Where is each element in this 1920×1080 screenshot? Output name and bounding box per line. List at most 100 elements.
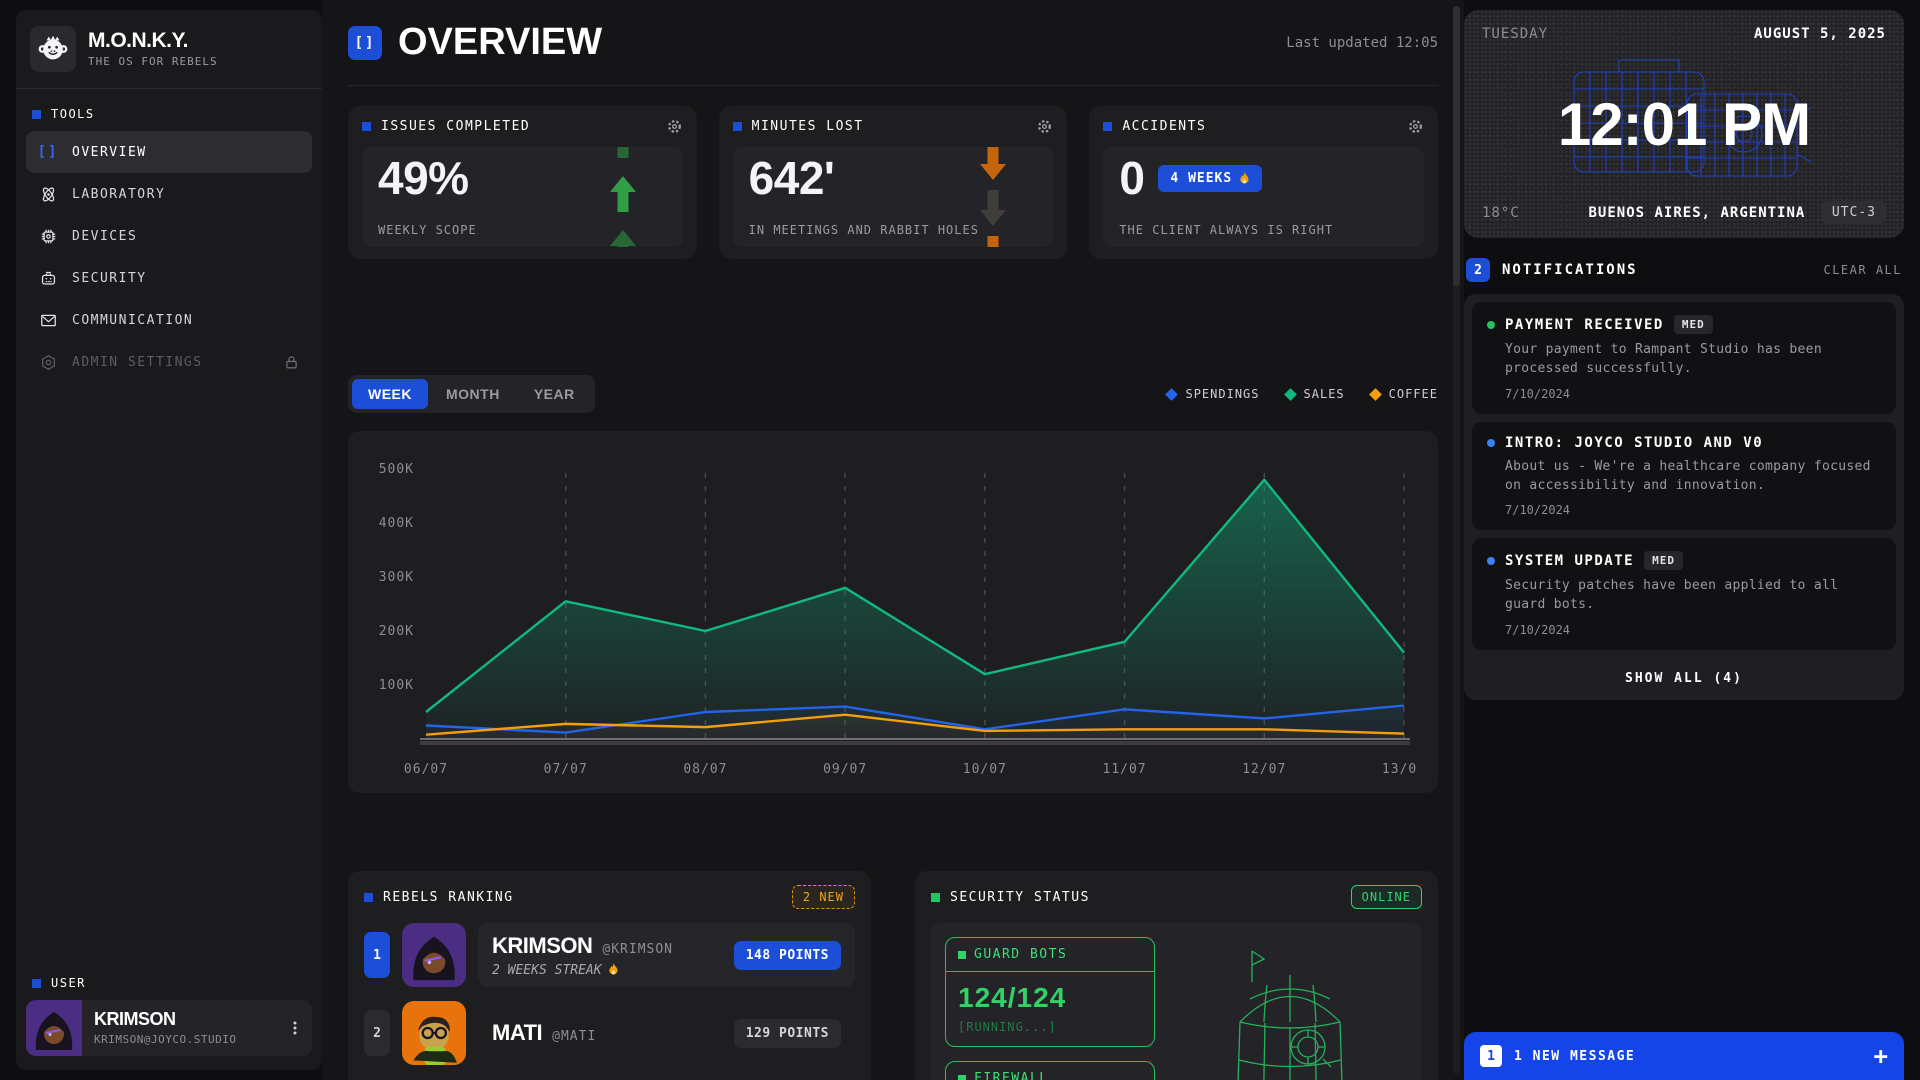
gear-icon[interactable] [1036,118,1053,135]
show-all-button[interactable]: SHOW ALL (4) [1472,658,1896,692]
firewall-label: FIREWALL [974,1071,1049,1080]
new-count-badge: 2 NEW [792,885,855,909]
stat-title: MINUTES LOST [752,119,864,134]
rank-info: MATI @MATI 129 POINTS [478,1001,855,1065]
area-chart: 100K200K300K400K500K06/0707/0708/0709/07… [368,447,1418,787]
last-updated: Last updated 12:05 [1286,35,1438,51]
user-email: KRIMSON@JOYCO.STUDIO [94,1033,266,1046]
user-section: USER KRIMSON KRIMSON@JOYCO.STUDIO [16,958,322,1070]
new-message-bar[interactable]: 1 1 NEW MESSAGE + [1464,1032,1904,1080]
user-section-label: USER [16,958,322,1000]
blue-diamond-icon [1166,388,1179,401]
notification-system-update[interactable]: SYSTEM UPDATE MED Security patches have … [1472,538,1896,650]
atom-icon [38,184,58,204]
svg-text:11/07: 11/07 [1103,762,1147,777]
svg-text:09/07: 09/07 [823,762,867,777]
chip-icon [38,226,58,246]
user-name: KRIMSON [94,1010,266,1028]
bottom-row: REBELS RANKING 2 NEW 1 [348,871,1438,1080]
period-tabs: WEEK MONTH YEAR [348,375,595,413]
svg-text:06/07: 06/07 [404,762,448,777]
stat-panel: 642' IN MEETINGS AND RABBIT HOLES [733,147,1054,247]
points-badge: 148 POINTS [734,941,841,970]
user-card[interactable]: KRIMSON KRIMSON@JOYCO.STUDIO [26,1000,312,1056]
tools-section-label: TOOLS [16,89,322,131]
stat-title: ACCIDENTS [1122,119,1206,134]
svg-text:12/07: 12/07 [1242,762,1286,777]
guard-bots-box: GUARD BOTS 124/124 [RUNNING...] [945,937,1155,1047]
overview-header-icon: [] [348,26,382,60]
rank-handle: @KRIMSON [602,942,673,957]
avatar [402,923,466,987]
stat-card-issues-completed: ISSUES COMPLETED 49% WEEKLY SCOPE [348,106,697,259]
blue-square-bullet [32,110,41,119]
avatar [26,1000,82,1056]
blue-square-bullet [32,979,41,988]
plus-icon[interactable]: + [1874,1044,1888,1068]
notification-payment-received[interactable]: PAYMENT RECEIVED MED Your payment to Ram… [1472,302,1896,414]
avatar [402,1001,466,1065]
svg-text:100K: 100K [379,678,414,693]
legend-coffee[interactable]: COFFEE [1371,387,1438,401]
stat-caption: THE CLIENT ALWAYS IS RIGHT [1119,223,1408,237]
clear-all-button[interactable]: CLEAR ALL [1823,263,1902,277]
fire-icon [1239,172,1250,186]
notification-date: 7/10/2024 [1505,387,1881,401]
orange-diamond-icon [1369,388,1382,401]
blue-square-bullet [733,122,742,131]
gear-icon[interactable] [666,118,683,135]
sidebar-item-admin-settings[interactable]: ADMIN SETTINGS [26,341,312,383]
priority-badge: MED [1674,315,1713,334]
security-title: SECURITY STATUS [950,890,1090,905]
sidebar-item-security[interactable]: SECURITY [26,257,312,299]
tab-week[interactable]: WEEK [352,379,428,409]
user-info: KRIMSON KRIMSON@JOYCO.STUDIO [82,1000,278,1056]
right-panel: TUESDAY AUGUST 5, 2025 [1464,0,1920,1080]
rank-number: 1 [364,932,390,978]
notification-intro-joyco[interactable]: INTRO: JOYCO STUDIO AND V0 About us - We… [1472,422,1896,531]
stats-row: ISSUES COMPLETED 49% WEEKLY SCOPE [348,106,1438,259]
stat-card-minutes-lost: MINUTES LOST 642' IN MEETINGS AND RABBIT… [719,106,1068,259]
timezone-badge: UTC-3 [1822,201,1886,224]
scrollbar[interactable] [1453,6,1460,1074]
scrollbar-thumb[interactable] [1453,6,1460,286]
rank-name: KRIMSON [492,933,592,959]
notifications-title: NOTIFICATIONS [1502,262,1638,278]
brackets-icon: [] [38,142,58,162]
points-badge: 129 POINTS [734,1019,841,1048]
blue-square-bullet [1103,122,1112,131]
notification-date: 7/10/2024 [1505,623,1881,637]
sidebar-wrap: M.O.N.K.Y. THE OS FOR REBELS TOOLS [] OV… [0,0,322,1080]
sidebar-item-overview[interactable]: [] OVERVIEW [26,131,312,173]
trend-down-arrows-icon [979,147,1007,247]
status-dot [1487,321,1495,329]
rank-handle: @MATI [552,1029,596,1044]
sidebar: M.O.N.K.Y. THE OS FOR REBELS TOOLS [] OV… [16,10,322,1070]
sidebar-item-laboratory[interactable]: LABORATORY [26,173,312,215]
sidebar-item-communication[interactable]: COMMUNICATION [26,299,312,341]
stat-title: ISSUES COMPLETED [381,119,530,134]
svg-text:10/07: 10/07 [963,762,1007,777]
notification-date: 7/10/2024 [1505,503,1881,517]
rebels-ranking-card: REBELS RANKING 2 NEW 1 [348,871,871,1080]
tab-year[interactable]: YEAR [518,379,591,409]
green-square-bullet [958,1075,966,1080]
blue-square-bullet [362,122,371,131]
svg-text:500K: 500K [379,462,414,477]
temperature: 18°C [1482,205,1572,221]
sidebar-item-devices[interactable]: DEVICES [26,215,312,257]
fire-icon [608,963,619,977]
stat-value: 0 [1119,157,1144,201]
svg-text:200K: 200K [379,624,414,639]
ranking-row-1[interactable]: 1 KRIMSON @KRIMSON [364,923,855,987]
ranking-row-2[interactable]: 2 MATI [364,1001,855,1065]
legend-sales[interactable]: SALES [1286,387,1345,401]
kebab-menu-icon[interactable] [278,1000,312,1056]
legend-spendings[interactable]: SPENDINGS [1167,387,1259,401]
message-count-badge: 1 [1480,1045,1502,1067]
clock-card: TUESDAY AUGUST 5, 2025 [1464,10,1904,238]
tab-month[interactable]: MONTH [430,379,516,409]
gear-icon[interactable] [1407,118,1424,135]
notification-count-badge: 2 [1466,258,1490,282]
message-label: 1 NEW MESSAGE [1514,1049,1635,1064]
